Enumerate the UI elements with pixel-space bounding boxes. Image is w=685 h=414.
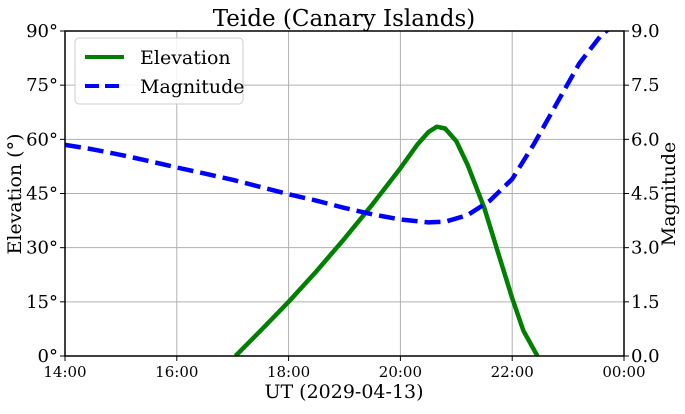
series-line-elevation bbox=[233, 124, 540, 356]
y-left-tick-label: 0° bbox=[38, 346, 58, 367]
y-right-tick-label: 9.0 bbox=[631, 21, 660, 42]
x-tick-label: 22:00 bbox=[491, 363, 534, 381]
x-tick-label: 00:00 bbox=[602, 363, 645, 381]
legend-label-magnitude: Magnitude bbox=[140, 76, 245, 98]
chart-title: Teide (Canary Islands) bbox=[213, 6, 476, 32]
y-right-tick-label: 6.0 bbox=[631, 129, 660, 150]
x-tick-label: 18:00 bbox=[267, 363, 310, 381]
y-left-tick-label: 90° bbox=[26, 21, 58, 42]
series-layer bbox=[65, 31, 610, 356]
x-tick-label: 20:00 bbox=[379, 363, 422, 381]
y-right-tick-label: 0.0 bbox=[631, 346, 660, 367]
x-tick-label: 16:00 bbox=[155, 363, 198, 381]
y-left-tick-label: 30° bbox=[26, 238, 58, 259]
legend: Elevation Magnitude bbox=[74, 37, 245, 105]
y-left-tick-label: 45° bbox=[26, 184, 58, 205]
y-axis-right-label: Magnitude bbox=[658, 142, 680, 247]
y-left-tick-label: 60° bbox=[26, 129, 58, 150]
y-left-tick-label: 75° bbox=[26, 75, 58, 96]
legend-label-elevation: Elevation bbox=[140, 47, 231, 69]
series-line-magnitude bbox=[65, 31, 610, 225]
x-axis-label: UT (2029-04-13) bbox=[264, 381, 423, 403]
x-tick-label: 14:00 bbox=[43, 363, 86, 381]
y-right-tick-label: 7.5 bbox=[631, 75, 660, 96]
y-right-tick-label: 3.0 bbox=[631, 238, 660, 259]
y-left-tick-label: 15° bbox=[26, 292, 58, 313]
y-axis-left-label: Elevation (°) bbox=[4, 133, 26, 254]
y-right-tick-label: 1.5 bbox=[631, 292, 660, 313]
ticks: 14:00 16:00 18:00 20:00 22:00 00:00 0° 15° 30° 45… bbox=[26, 21, 660, 381]
y-right-tick-label: 4.5 bbox=[631, 184, 660, 205]
